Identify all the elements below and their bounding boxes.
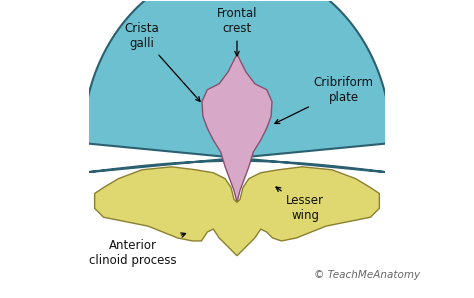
Text: Anterior
clinoid process: Anterior clinoid process bbox=[90, 233, 186, 267]
Text: Cribriform
plate: Cribriform plate bbox=[275, 76, 374, 123]
Text: © TeachMeAnatomy: © TeachMeAnatomy bbox=[314, 269, 420, 280]
Text: Frontal
crest: Frontal crest bbox=[217, 7, 257, 56]
Text: Lesser
wing: Lesser wing bbox=[276, 187, 324, 222]
Polygon shape bbox=[83, 0, 391, 173]
Polygon shape bbox=[202, 54, 272, 202]
Polygon shape bbox=[95, 167, 379, 256]
Text: Crista
galli: Crista galli bbox=[125, 22, 200, 101]
